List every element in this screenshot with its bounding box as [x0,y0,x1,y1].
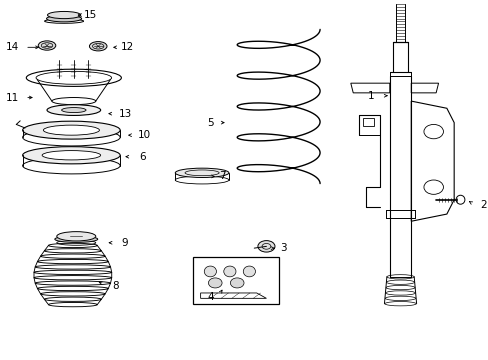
Ellipse shape [47,12,81,19]
Ellipse shape [55,236,98,242]
Ellipse shape [89,41,107,51]
Text: 3: 3 [280,243,286,253]
Ellipse shape [57,231,96,241]
Bar [362,118,373,126]
Ellipse shape [61,108,86,113]
Ellipse shape [47,105,101,116]
Ellipse shape [46,15,81,22]
Text: 2: 2 [479,200,486,210]
Text: 4: 4 [206,292,213,302]
Ellipse shape [175,168,228,177]
Ellipse shape [208,278,222,288]
Ellipse shape [204,266,216,277]
Text: 1: 1 [367,91,374,101]
Ellipse shape [224,266,236,277]
Ellipse shape [243,266,255,277]
Text: 7: 7 [219,171,225,181]
Text: 13: 13 [118,109,131,119]
Bar [193,257,278,304]
Ellipse shape [257,240,274,252]
Text: 5: 5 [206,118,213,128]
Ellipse shape [43,125,99,135]
Text: 14: 14 [6,42,20,52]
Text: 11: 11 [6,93,20,103]
Ellipse shape [38,41,56,50]
Text: 10: 10 [138,130,151,140]
Ellipse shape [42,150,101,160]
Text: 15: 15 [84,10,97,20]
Ellipse shape [22,147,120,164]
Text: 8: 8 [112,281,119,291]
Ellipse shape [230,278,244,288]
Text: 12: 12 [121,42,134,52]
Text: 9: 9 [122,238,128,248]
Ellipse shape [22,121,120,139]
Text: 6: 6 [139,152,145,162]
